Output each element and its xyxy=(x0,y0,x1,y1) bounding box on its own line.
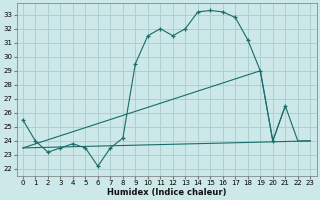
X-axis label: Humidex (Indice chaleur): Humidex (Indice chaleur) xyxy=(107,188,226,197)
